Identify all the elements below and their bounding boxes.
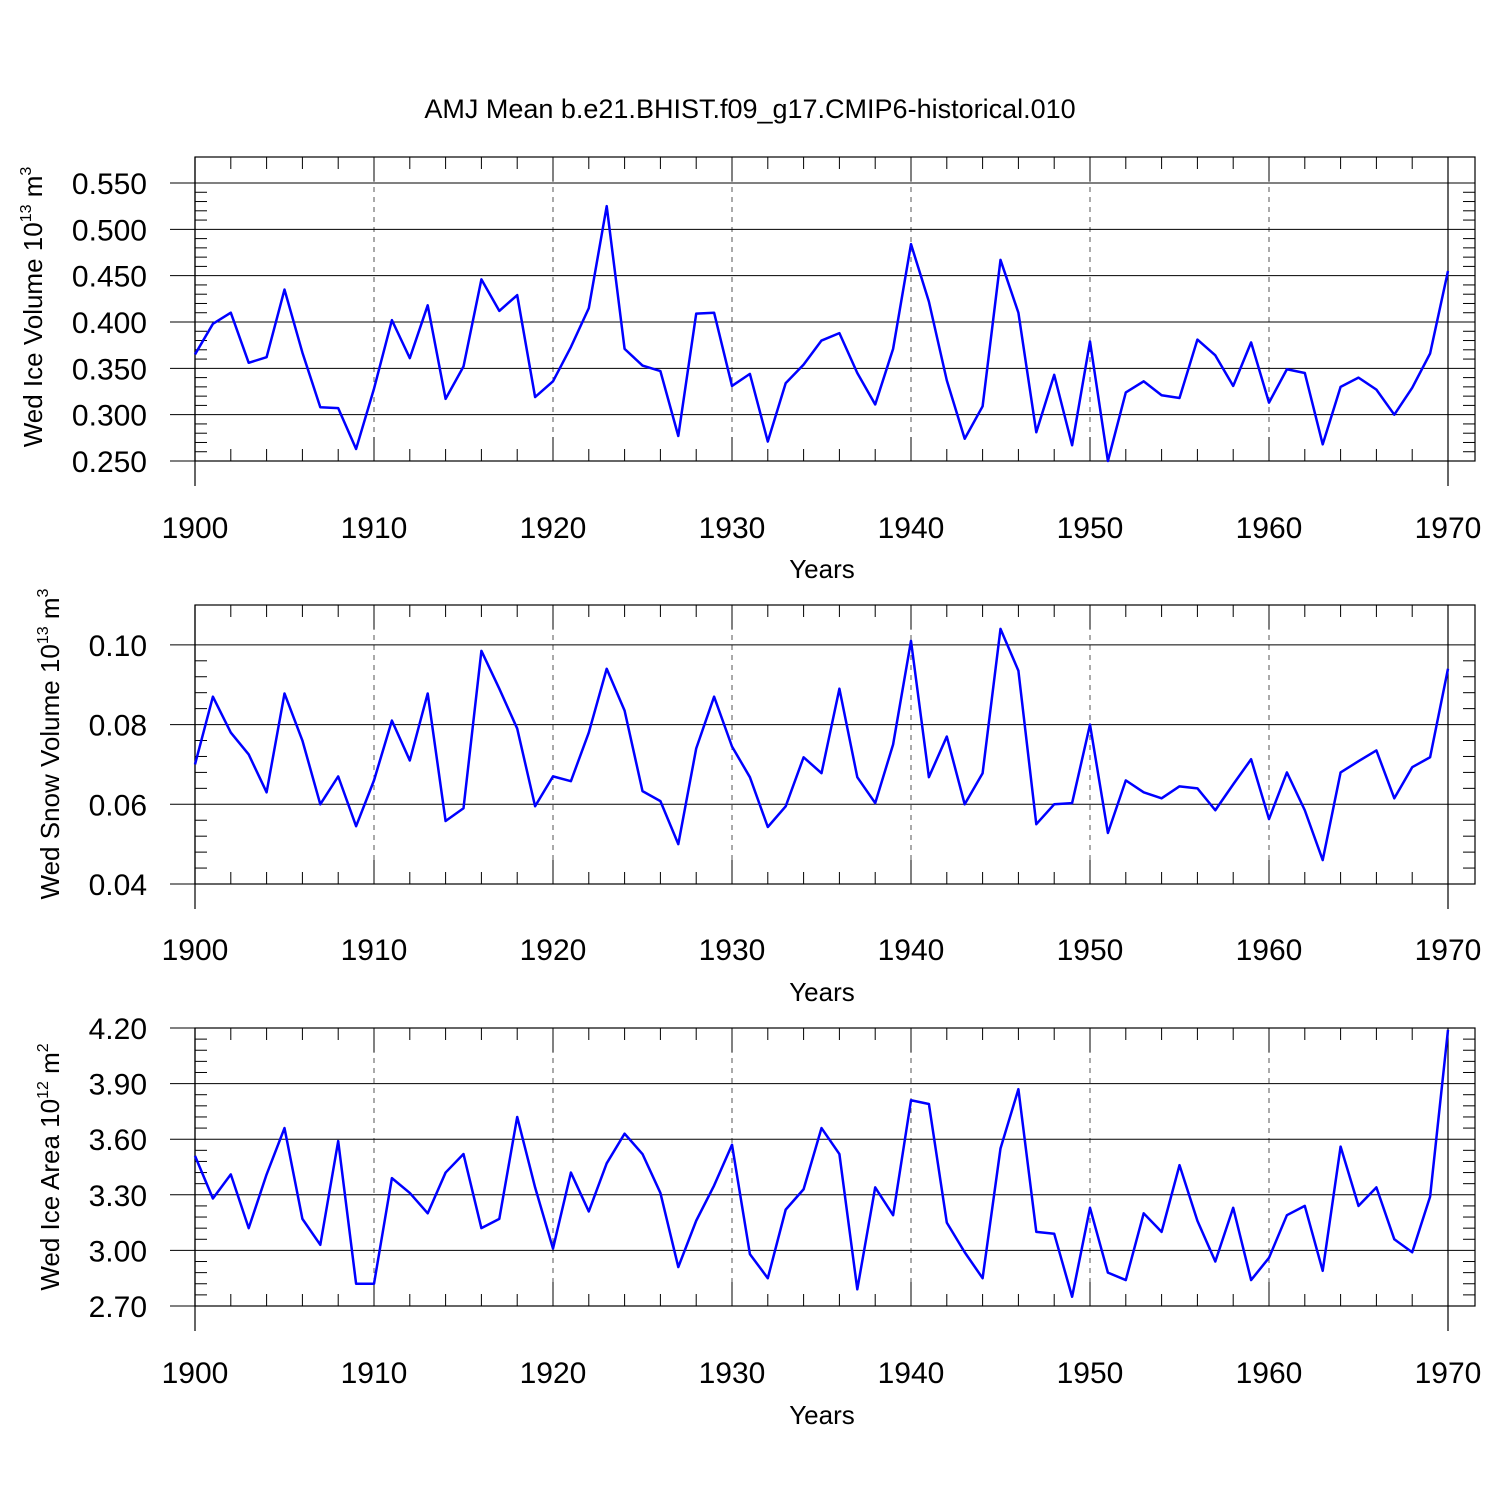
x-tick-label: 1930	[699, 934, 766, 967]
x-tick-label: 1900	[162, 934, 229, 967]
series-line-wed-snow-volume	[193, 627, 1450, 862]
x-tick-label: 1950	[1057, 512, 1124, 545]
x-tick-label: 1920	[520, 934, 587, 967]
y-axis-title: Wed Ice Area 1012 m2	[35, 1043, 65, 1290]
x-tick-label: 1940	[878, 1357, 945, 1390]
y-axis-title-part: 12	[35, 1081, 52, 1099]
y-tick-label: 3.60	[89, 1124, 147, 1157]
x-tick-label: 1970	[1415, 512, 1482, 545]
x-tick-label: 1940	[878, 934, 945, 967]
series-line-wed-ice-area	[193, 1029, 1450, 1298]
y-tick-label: 0.300	[72, 400, 147, 433]
x-axis-title: Years	[789, 1400, 855, 1430]
y-axis-title-part: 3	[35, 588, 52, 597]
panel-3: 2.70 3.00 3.30 3.60 3.90 4.20 1900 1910 1920 1930…	[35, 1013, 1481, 1430]
y-tick-label: 0.450	[72, 261, 147, 294]
x-tick-label: 1940	[878, 512, 945, 545]
plot-frame	[194, 156, 1476, 462]
panel-1: 0.250 0.300 0.350 0.400 0.450 0.500 0.550 1900 1…	[18, 156, 1482, 584]
y-tick-label: 0.10	[89, 630, 147, 663]
y-tick-label: 2.70	[89, 1291, 147, 1324]
y-axis-title-part: 13	[35, 626, 52, 644]
x-tick-label: 1960	[1236, 512, 1303, 545]
y-axis-title: Wed Snow Volume 1013 m3	[35, 588, 65, 899]
y-axis-title-part: Wed Ice Area 10	[35, 1099, 65, 1291]
plot-frame	[194, 604, 1476, 885]
x-tick-label: 1950	[1057, 1357, 1124, 1390]
y-axis-title: Wed Ice Volume 1013 m3	[18, 167, 48, 448]
y-axis-title-part: m	[18, 176, 48, 205]
y-axis-title-part: m	[35, 1052, 65, 1081]
x-tick-label: 1900	[162, 512, 229, 545]
x-tick-label: 1970	[1415, 1357, 1482, 1390]
y-tick-label: 0.06	[89, 789, 147, 822]
plot-frame	[194, 1027, 1476, 1307]
y-tick-label: 0.350	[72, 353, 147, 386]
x-tick-label: 1930	[699, 512, 766, 545]
y-tick-label: 0.400	[72, 307, 147, 340]
y-axis-title-part: m	[35, 597, 65, 626]
x-tick-label: 1920	[520, 512, 587, 545]
x-tick-label: 1910	[341, 934, 408, 967]
y-tick-label: 3.00	[89, 1235, 147, 1268]
x-tick-label: 1960	[1236, 1357, 1303, 1390]
x-tick-label: 1920	[520, 1357, 587, 1390]
panel-2: 0.04 0.06 0.08 0.10 1900 1910 1920 1930 1940 1950…	[35, 588, 1481, 1007]
y-tick-label: 3.90	[89, 1069, 147, 1102]
y-tick-label: 0.550	[72, 168, 147, 201]
series-line-wed-ice-volume	[193, 204, 1450, 463]
x-tick-label: 1910	[341, 512, 408, 545]
x-tick-label: 1950	[1057, 934, 1124, 967]
x-axis-title: Years	[789, 977, 855, 1007]
y-tick-label: 4.20	[89, 1013, 147, 1046]
y-tick-label: 3.30	[89, 1180, 147, 1213]
y-tick-label: 0.08	[89, 710, 147, 743]
y-axis-title-part: 13	[18, 204, 35, 222]
y-axis-title-part: Wed Snow Volume 10	[35, 644, 65, 899]
y-axis-title-part: 3	[18, 167, 35, 176]
x-tick-label: 1970	[1415, 934, 1482, 967]
y-axis-title-part: 2	[35, 1043, 52, 1052]
x-tick-label: 1960	[1236, 934, 1303, 967]
y-tick-label: 0.04	[89, 869, 147, 902]
y-axis-title-part: Wed Ice Volume 10	[18, 222, 48, 447]
y-tick-label: 0.250	[72, 446, 147, 479]
chart-title: AMJ Mean b.e21.BHIST.f09_g17.CMIP6-histo…	[424, 94, 1075, 124]
x-tick-label: 1910	[341, 1357, 408, 1390]
x-tick-label: 1900	[162, 1357, 229, 1390]
x-tick-label: 1930	[699, 1357, 766, 1390]
y-tick-label: 0.500	[72, 214, 147, 247]
x-axis-title: Years	[789, 554, 855, 584]
